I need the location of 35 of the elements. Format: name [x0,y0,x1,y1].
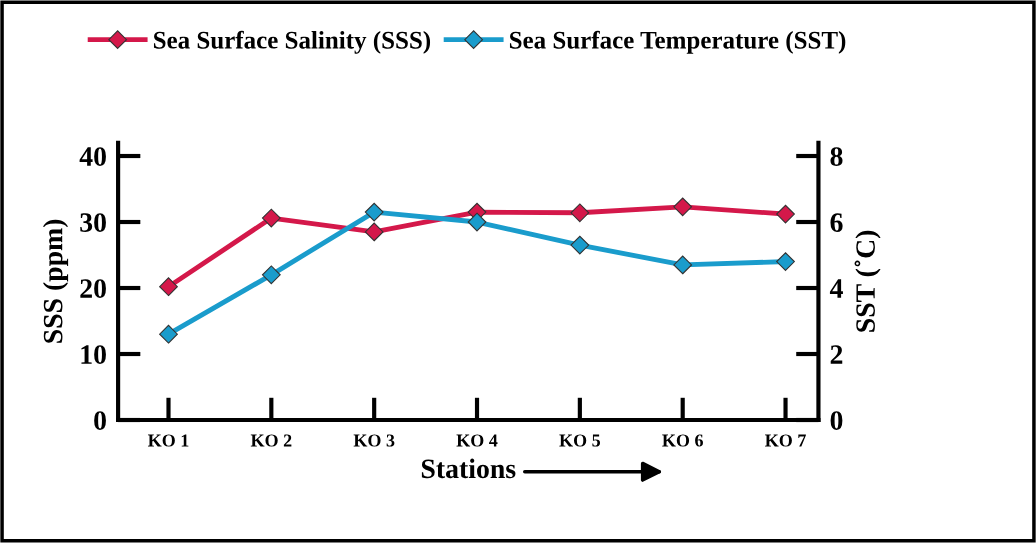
x-tick-label: KO 2 [250,434,292,447]
x-tick-label: KO 4 [456,434,498,447]
point [159,324,178,344]
x-axis-title: Stations [421,458,516,479]
y-tick-label: 30 [80,213,106,232]
y-tick-label: 40 [79,147,106,166]
legend-label: Sea Surface Temperature (SST) [509,30,846,54]
y2-tick-label: 0 [830,411,843,430]
point [570,203,590,223]
x-tick-label: KO 3 [353,434,395,447]
point [467,212,487,232]
legend-label: Sea Surface Salinity (SSS) [153,30,431,54]
point [570,235,590,255]
y-tick-label: 0 [94,411,106,430]
y-axis-title: SSS (ppm) [42,219,69,343]
y2-tick-label: 8 [830,147,843,166]
point [776,252,795,272]
point [364,222,384,242]
y2-axis-title: SST (˚C) [854,230,881,332]
x-tick-label: KO 6 [662,434,703,447]
point [159,277,178,297]
point [673,255,693,275]
x-tick-label: KO 1 [147,434,189,447]
y-tick-label: 20 [80,279,106,298]
y-tick-label: 10 [81,345,106,364]
point [261,208,281,228]
y2-tick-label: 6 [830,213,843,232]
x-tick-label: KO 7 [765,434,806,447]
point [364,202,384,222]
point [261,265,281,285]
y2-tick-label: 2 [830,345,843,364]
y2-tick-label: 4 [829,279,843,298]
point [673,197,693,217]
point [776,204,795,224]
x-tick-label: KO 5 [559,434,601,447]
